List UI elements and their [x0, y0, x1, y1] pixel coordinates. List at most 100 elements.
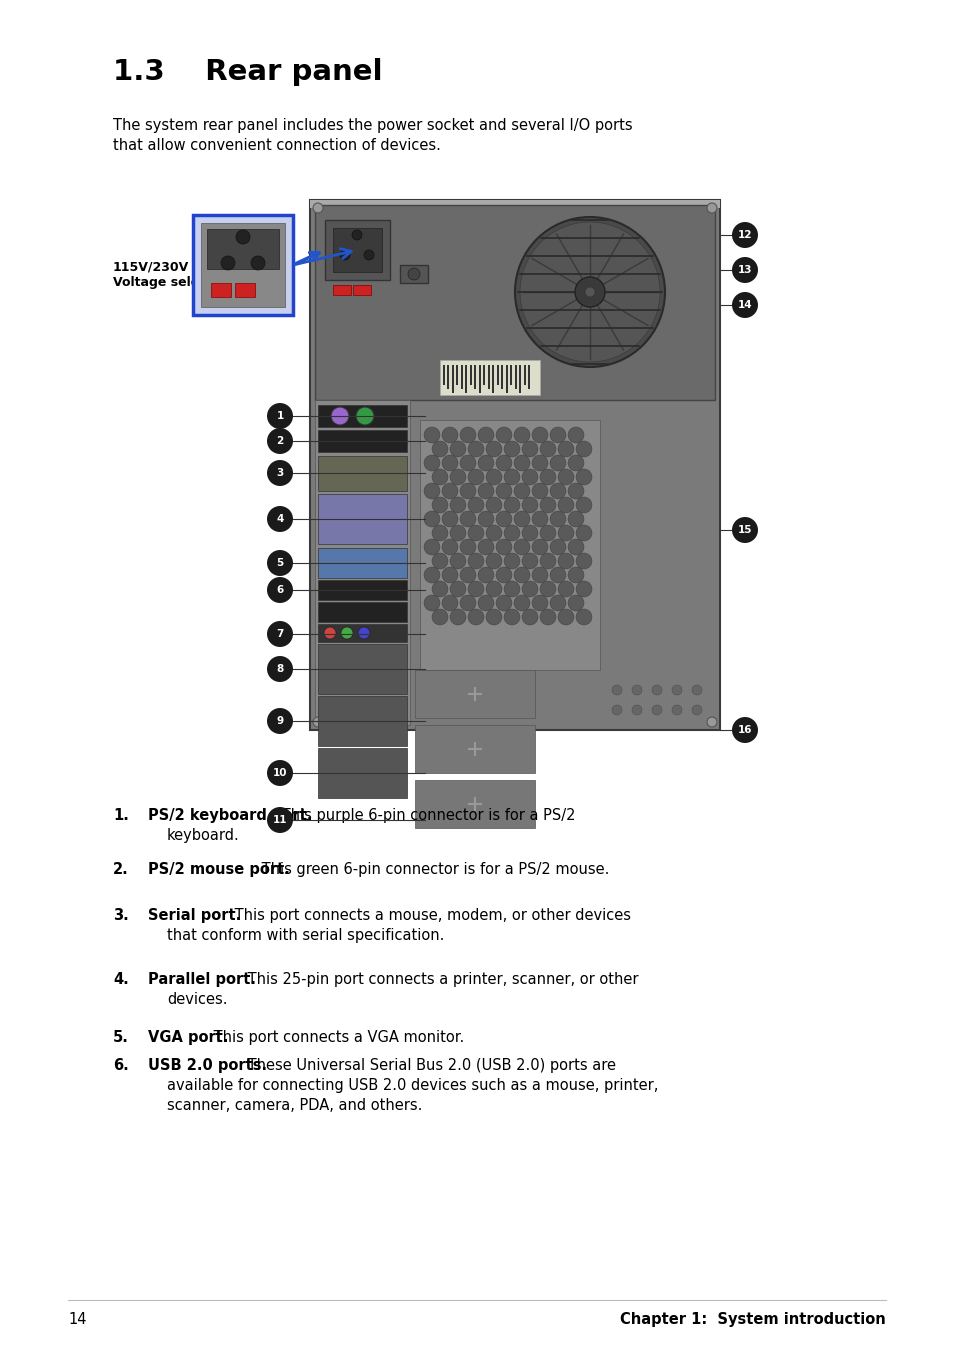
Circle shape	[441, 484, 457, 499]
Bar	[519, 365, 521, 393]
Circle shape	[459, 511, 476, 527]
Circle shape	[521, 469, 537, 485]
Circle shape	[267, 507, 293, 532]
Bar	[470, 365, 472, 385]
Text: PS/2 mouse port.: PS/2 mouse port.	[148, 862, 290, 877]
Bar	[452, 365, 454, 393]
Bar	[510, 365, 512, 385]
Circle shape	[521, 526, 537, 540]
Circle shape	[521, 497, 537, 513]
Bar	[310, 200, 720, 730]
Text: PS/2 keyboard port.: PS/2 keyboard port.	[148, 808, 313, 823]
Bar	[488, 365, 490, 389]
Circle shape	[485, 440, 501, 457]
Circle shape	[539, 609, 556, 626]
Circle shape	[485, 609, 501, 626]
Text: USB 2.0 ports.: USB 2.0 ports.	[148, 1058, 267, 1073]
Bar	[478, 365, 480, 393]
Circle shape	[503, 497, 519, 513]
Text: This port connects a mouse, modem, or other devices: This port connects a mouse, modem, or ot…	[230, 908, 630, 923]
Text: 16: 16	[737, 725, 752, 735]
Circle shape	[496, 594, 512, 611]
Text: The system rear panel includes the power socket and several I/O ports: The system rear panel includes the power…	[112, 118, 632, 132]
Circle shape	[503, 553, 519, 569]
Circle shape	[558, 553, 574, 569]
Circle shape	[550, 455, 565, 471]
Bar	[317, 748, 407, 798]
Circle shape	[423, 455, 439, 471]
Circle shape	[550, 484, 565, 499]
Circle shape	[576, 469, 592, 485]
Text: devices.: devices.	[167, 992, 227, 1006]
Circle shape	[468, 526, 483, 540]
Text: This port connects a VGA monitor.: This port connects a VGA monitor.	[209, 1029, 464, 1046]
Bar	[317, 405, 407, 427]
Circle shape	[340, 627, 353, 639]
Circle shape	[441, 594, 457, 611]
Circle shape	[576, 609, 592, 626]
Text: 5.: 5.	[112, 1029, 129, 1046]
Circle shape	[612, 685, 621, 694]
Text: 1: 1	[276, 411, 283, 422]
Text: 1.: 1.	[112, 808, 129, 823]
Circle shape	[532, 455, 547, 471]
Circle shape	[514, 427, 530, 443]
Circle shape	[313, 203, 323, 213]
Circle shape	[503, 469, 519, 485]
Circle shape	[485, 581, 501, 597]
Circle shape	[441, 539, 457, 555]
Text: 10: 10	[273, 767, 287, 778]
Circle shape	[550, 427, 565, 443]
Circle shape	[532, 594, 547, 611]
Text: This green 6-pin connector is for a PS/2 mouse.: This green 6-pin connector is for a PS/2…	[256, 862, 609, 877]
Bar	[317, 603, 407, 621]
Bar	[419, 420, 599, 670]
Circle shape	[352, 230, 361, 240]
Circle shape	[567, 511, 583, 527]
Circle shape	[423, 427, 439, 443]
Circle shape	[514, 539, 530, 555]
Text: Parallel port.: Parallel port.	[148, 971, 255, 988]
Circle shape	[567, 567, 583, 584]
Text: 14: 14	[68, 1312, 87, 1327]
Circle shape	[477, 427, 494, 443]
Circle shape	[423, 594, 439, 611]
Bar	[211, 282, 231, 297]
Circle shape	[468, 440, 483, 457]
Bar	[474, 365, 476, 389]
Bar	[317, 549, 407, 578]
Circle shape	[503, 526, 519, 540]
Circle shape	[532, 539, 547, 555]
Circle shape	[731, 717, 758, 743]
Bar	[314, 205, 714, 400]
Circle shape	[731, 292, 758, 317]
Circle shape	[450, 497, 465, 513]
Text: 5: 5	[276, 558, 283, 567]
Circle shape	[514, 594, 530, 611]
Circle shape	[221, 255, 234, 270]
Circle shape	[432, 440, 448, 457]
Bar	[325, 220, 390, 280]
Circle shape	[731, 257, 758, 282]
Circle shape	[558, 526, 574, 540]
Bar	[333, 228, 381, 272]
Text: These Universal Serial Bus 2.0 (USB 2.0) ports are: These Universal Serial Bus 2.0 (USB 2.0)…	[243, 1058, 616, 1073]
Bar	[528, 365, 530, 389]
Circle shape	[558, 469, 574, 485]
Circle shape	[532, 567, 547, 584]
Circle shape	[576, 553, 592, 569]
Text: Voltage selector: Voltage selector	[112, 276, 227, 289]
Text: keyboard.: keyboard.	[167, 828, 239, 843]
Circle shape	[477, 455, 494, 471]
Circle shape	[631, 705, 641, 715]
Circle shape	[450, 526, 465, 540]
Circle shape	[423, 539, 439, 555]
Bar	[497, 365, 498, 385]
Circle shape	[706, 717, 717, 727]
Circle shape	[651, 685, 661, 694]
Text: 12: 12	[737, 230, 752, 240]
Circle shape	[450, 609, 465, 626]
Bar	[415, 670, 535, 717]
Circle shape	[584, 286, 595, 297]
Circle shape	[731, 517, 758, 543]
